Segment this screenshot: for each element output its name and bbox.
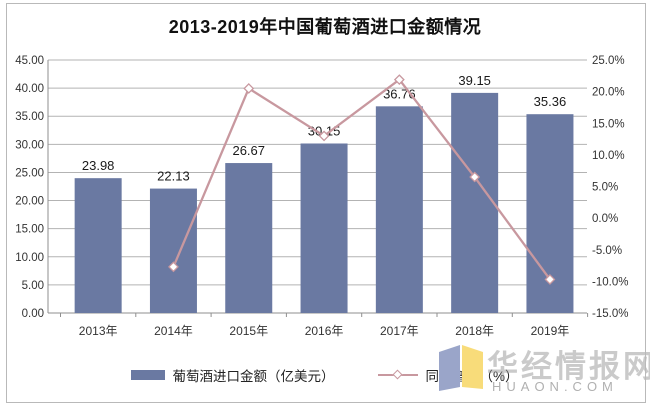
left-axis-tick-label: 30.00	[15, 139, 44, 151]
left-axis-tick-label: 35.00	[15, 111, 44, 123]
x-axis-category-label: 2013年	[79, 324, 118, 338]
right-axis-tick-label: 5.0%	[592, 182, 618, 194]
bar-2015年	[225, 163, 273, 313]
left-axis-tick-label: 10.00	[15, 252, 44, 264]
left-axis-tick-label: 25.00	[15, 167, 44, 179]
bar-2016年	[300, 143, 348, 313]
right-axis-tick-label: 0.0%	[592, 213, 618, 225]
x-axis-category-label: 2016年	[305, 324, 344, 338]
growth-line	[172, 78, 551, 281]
left-axis-tick-label: 45.00	[15, 55, 44, 67]
line-marker	[544, 274, 556, 285]
legend-line-label: 同比增速（%）	[425, 369, 519, 384]
line-series-swatch-icon	[378, 369, 419, 380]
right-axis-tick-label: -5.0%	[592, 245, 622, 257]
line-marker	[243, 83, 255, 94]
right-axis-tick-label: 20.0%	[592, 87, 625, 99]
legend-item-bar: 葡萄酒进口金额（亿美元）	[131, 365, 334, 385]
x-axis-category-label: 2019年	[531, 324, 570, 338]
bar-value-label: 22.13	[157, 169, 190, 184]
chart-title: 2013-2019年中国葡萄酒进口金额情况	[168, 17, 482, 37]
right-axis-tick-label: -10.0%	[592, 276, 628, 288]
line-marker	[318, 130, 330, 142]
right-axis-tick-label: -15.0%	[592, 308, 628, 320]
legend-item-line: 同比增速（%）	[378, 365, 519, 385]
left-axis-tick-label: 15.00	[15, 224, 44, 236]
bar-2013年	[74, 178, 122, 313]
left-axis-tick-label: 5.00	[22, 280, 44, 292]
right-axis-tick-label: 10.0%	[592, 150, 625, 162]
left-axis-tick-label: 40.00	[15, 83, 44, 95]
bar-2017年	[375, 106, 423, 313]
bar-series-swatch-icon	[131, 370, 166, 380]
bar-value-label: 35.36	[534, 94, 567, 109]
legend-bar-label: 葡萄酒进口金额（亿美元）	[172, 369, 335, 384]
x-axis-category-label: 2018年	[455, 324, 494, 338]
chart-legend: 葡萄酒进口金额（亿美元） 同比增速（%）	[0, 365, 650, 385]
line-marker	[393, 74, 405, 86]
right-axis-tick-label: 15.0%	[592, 118, 625, 130]
line-marker	[168, 261, 179, 273]
x-axis-category-label: 2015年	[229, 324, 268, 338]
left-axis-tick-label: 0.00	[22, 308, 44, 320]
line-marker	[469, 171, 481, 183]
x-axis-category-label: 2017年	[380, 324, 419, 338]
bar-value-label: 26.67	[232, 143, 265, 158]
x-axis-category-label: 2014年	[154, 324, 193, 338]
bar-2014年	[149, 188, 197, 313]
bar-value-label: 39.15	[458, 73, 491, 88]
left-axis-tick-label: 20.00	[15, 196, 44, 208]
right-axis-tick-label: 25.0%	[592, 55, 625, 67]
bar-value-label: 23.98	[82, 158, 115, 173]
bar-2018年	[451, 92, 499, 313]
